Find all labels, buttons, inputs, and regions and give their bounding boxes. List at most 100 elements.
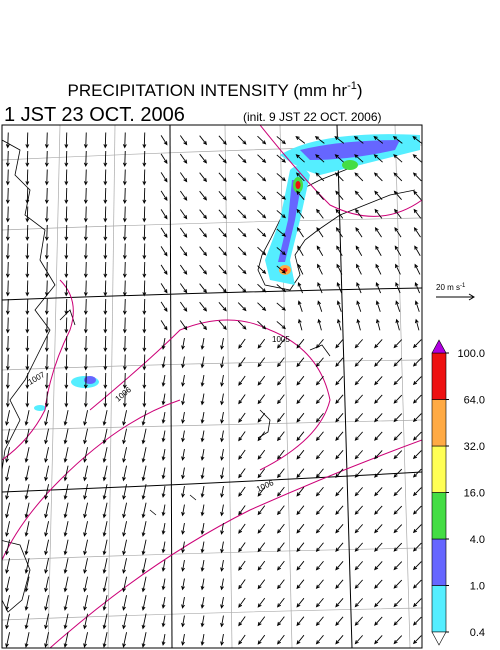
colorbar-label: 16.0 bbox=[464, 488, 485, 500]
wind-arrow bbox=[200, 467, 205, 480]
wind-arrow bbox=[161, 449, 166, 461]
wind-arrow bbox=[83, 502, 88, 519]
valid-time: 1 JST 23 OCT. 2006 bbox=[4, 104, 185, 126]
wind-arrow bbox=[354, 357, 363, 367]
wind-arrow bbox=[393, 542, 403, 552]
wind-arrow bbox=[83, 372, 88, 390]
wind-arrow bbox=[161, 393, 166, 406]
wind-arrow bbox=[277, 338, 285, 349]
wind-arrow bbox=[238, 468, 246, 479]
wind-arrow bbox=[412, 413, 422, 423]
wind-arrow bbox=[83, 558, 88, 574]
wind-arrow bbox=[218, 265, 227, 275]
wind-arrow bbox=[83, 391, 88, 408]
wind-arrow bbox=[122, 243, 127, 260]
wind-arrow bbox=[24, 558, 30, 574]
wind-arrow bbox=[63, 465, 69, 482]
wind-arrow bbox=[25, 280, 30, 297]
colorbar-label: 64.0 bbox=[464, 395, 485, 407]
wind-arrow bbox=[297, 300, 303, 312]
wind-arrow bbox=[5, 502, 10, 519]
wind-arrow bbox=[44, 465, 49, 482]
wind-arrow bbox=[161, 338, 166, 350]
wind-arrow bbox=[296, 486, 305, 497]
wind-arrow bbox=[412, 579, 422, 589]
wind-arrow bbox=[44, 243, 49, 260]
wind-arrow bbox=[393, 468, 403, 478]
wind-arrow bbox=[238, 505, 246, 516]
wind-arrow bbox=[393, 339, 403, 349]
wind-arrow bbox=[142, 372, 147, 390]
wind-arrow bbox=[412, 561, 422, 571]
wind-arrow bbox=[5, 187, 10, 205]
wind-arrow bbox=[393, 524, 403, 534]
wind-arrow bbox=[393, 561, 403, 571]
wind-arrow bbox=[103, 243, 108, 260]
wind-arrow bbox=[315, 468, 324, 479]
wind-arrow bbox=[237, 154, 247, 164]
wind-arrow bbox=[179, 172, 188, 183]
wind-arrow bbox=[315, 431, 324, 442]
wind-arrow bbox=[102, 576, 108, 593]
wind-arrow bbox=[335, 357, 344, 367]
wind-arrow bbox=[220, 449, 224, 461]
wind-arrow bbox=[355, 208, 363, 219]
wind-arrow bbox=[102, 558, 108, 574]
wind-arrow bbox=[44, 280, 49, 297]
wind-arrow bbox=[315, 375, 324, 386]
wind-arrow bbox=[64, 150, 69, 168]
wind-arrow bbox=[181, 504, 185, 517]
title-exponent: -1 bbox=[347, 80, 357, 92]
wind-arrow bbox=[276, 302, 286, 311]
wind-arrow bbox=[237, 228, 247, 238]
wind-arrow bbox=[315, 172, 325, 182]
wind-arrow bbox=[220, 393, 224, 406]
wind-arrow bbox=[276, 154, 286, 163]
wind-arrow bbox=[257, 375, 266, 386]
wind-arrow bbox=[141, 521, 147, 537]
wind-arrow bbox=[276, 228, 286, 237]
wind-arrow bbox=[296, 616, 305, 627]
wind-arrow bbox=[103, 280, 108, 297]
wind-arrow bbox=[103, 150, 108, 168]
wind-arrow bbox=[335, 598, 344, 608]
wind-arrow bbox=[200, 449, 205, 461]
wind-arrow bbox=[238, 412, 246, 423]
wind-arrow bbox=[276, 173, 286, 182]
wind-arrow bbox=[314, 135, 325, 144]
colorbar-label: 4.0 bbox=[470, 534, 485, 546]
wind-arrow bbox=[83, 261, 88, 279]
wind-arrow bbox=[374, 505, 383, 515]
wind-arrow bbox=[141, 410, 147, 426]
wind-arrow bbox=[64, 224, 69, 242]
wind-arrow bbox=[44, 187, 49, 205]
wind-arrow bbox=[354, 524, 363, 534]
wind-arrow bbox=[414, 245, 421, 256]
wind-arrow bbox=[335, 579, 344, 589]
wind-arrow bbox=[412, 339, 422, 349]
wind-arrow bbox=[336, 245, 343, 256]
wind-arrow bbox=[141, 632, 147, 648]
wind-arrow bbox=[83, 595, 88, 611]
wind-arrow bbox=[335, 616, 344, 626]
wind-arrow bbox=[296, 394, 305, 405]
wind-arrow bbox=[336, 281, 343, 294]
wind-arrow bbox=[393, 431, 403, 441]
wind-arrow bbox=[237, 246, 247, 256]
wind-arrow bbox=[5, 632, 10, 648]
wind-arrow bbox=[276, 210, 286, 219]
wind-arrow bbox=[238, 357, 246, 368]
colorbar-over bbox=[431, 339, 447, 354]
wind-arrow bbox=[63, 428, 69, 445]
wind-arrow bbox=[220, 504, 224, 517]
wind-arrow bbox=[374, 431, 383, 441]
wind-arrow bbox=[336, 300, 342, 312]
wind-arrow bbox=[179, 209, 188, 220]
wind-arrow bbox=[200, 541, 205, 554]
wind-arrow bbox=[276, 321, 286, 330]
wind-arrow bbox=[220, 486, 224, 498]
wind-arrow bbox=[257, 228, 267, 237]
wind-arrow bbox=[161, 430, 166, 443]
wind-arrow bbox=[200, 486, 205, 498]
wind-arrow bbox=[277, 431, 285, 442]
